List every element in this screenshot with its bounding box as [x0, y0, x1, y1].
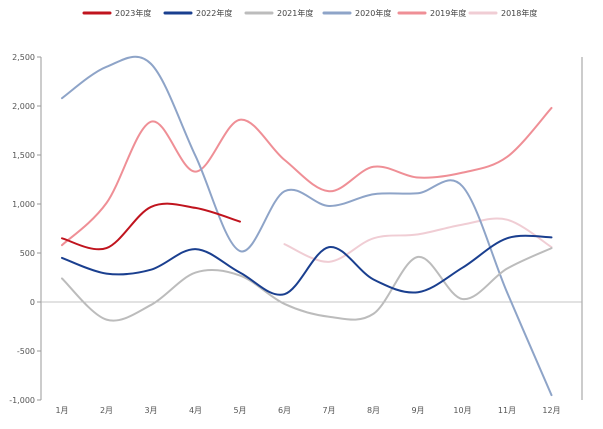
x-tick-label: 3月: [144, 406, 157, 415]
series-line-4: [61, 55, 553, 397]
legend-label: 2018年度: [501, 8, 537, 18]
legend-label: 2019年度: [430, 8, 466, 18]
y-tick-label: 2,000: [12, 102, 35, 111]
x-tick-label: 2月: [100, 406, 113, 415]
legend-label: 2020年度: [355, 8, 391, 18]
x-tick-label: 12月: [542, 406, 560, 415]
legend-label: 2023年度: [115, 8, 151, 18]
series-line-3: [61, 247, 553, 322]
y-tick-label: -500: [17, 347, 35, 356]
y-tick-label: 2,500: [12, 53, 35, 62]
chart-axes: [40, 57, 583, 400]
y-tick-label: 0: [30, 298, 35, 307]
legend-label: 2022年度: [196, 8, 232, 18]
series-line-5: [61, 106, 553, 247]
x-tick-label: 10月: [453, 406, 471, 415]
x-tick-label: 1月: [55, 406, 68, 415]
series-line-1: [61, 202, 241, 251]
y-tick-label: 1,000: [12, 200, 35, 209]
x-tick-label: 4月: [189, 406, 202, 415]
x-tick-label: 11月: [498, 406, 516, 415]
series-lines: [61, 55, 553, 397]
x-tick-label: 5月: [233, 406, 246, 415]
series-line-2: [61, 234, 553, 296]
x-tick-label: 7月: [322, 406, 335, 415]
y-tick-label: -1,000: [9, 396, 35, 405]
chart-legend: 2023年度 2022年度 2021年度 2020年度 2019年度 2018年度: [82, 8, 537, 18]
y-tick-label: 1,500: [12, 151, 35, 160]
x-tick-label: 6月: [278, 406, 291, 415]
legend-label: 2021年度: [277, 8, 313, 18]
axis-ticks: -1,000 -500 0 500 1,000 1,500 2,000 2,500 1月 2月 3月…: [9, 53, 560, 415]
y-tick-label: 500: [20, 249, 35, 258]
x-tick-label: 8月: [367, 406, 380, 415]
series-line-6: [283, 217, 553, 263]
x-tick-label: 9月: [411, 406, 424, 415]
